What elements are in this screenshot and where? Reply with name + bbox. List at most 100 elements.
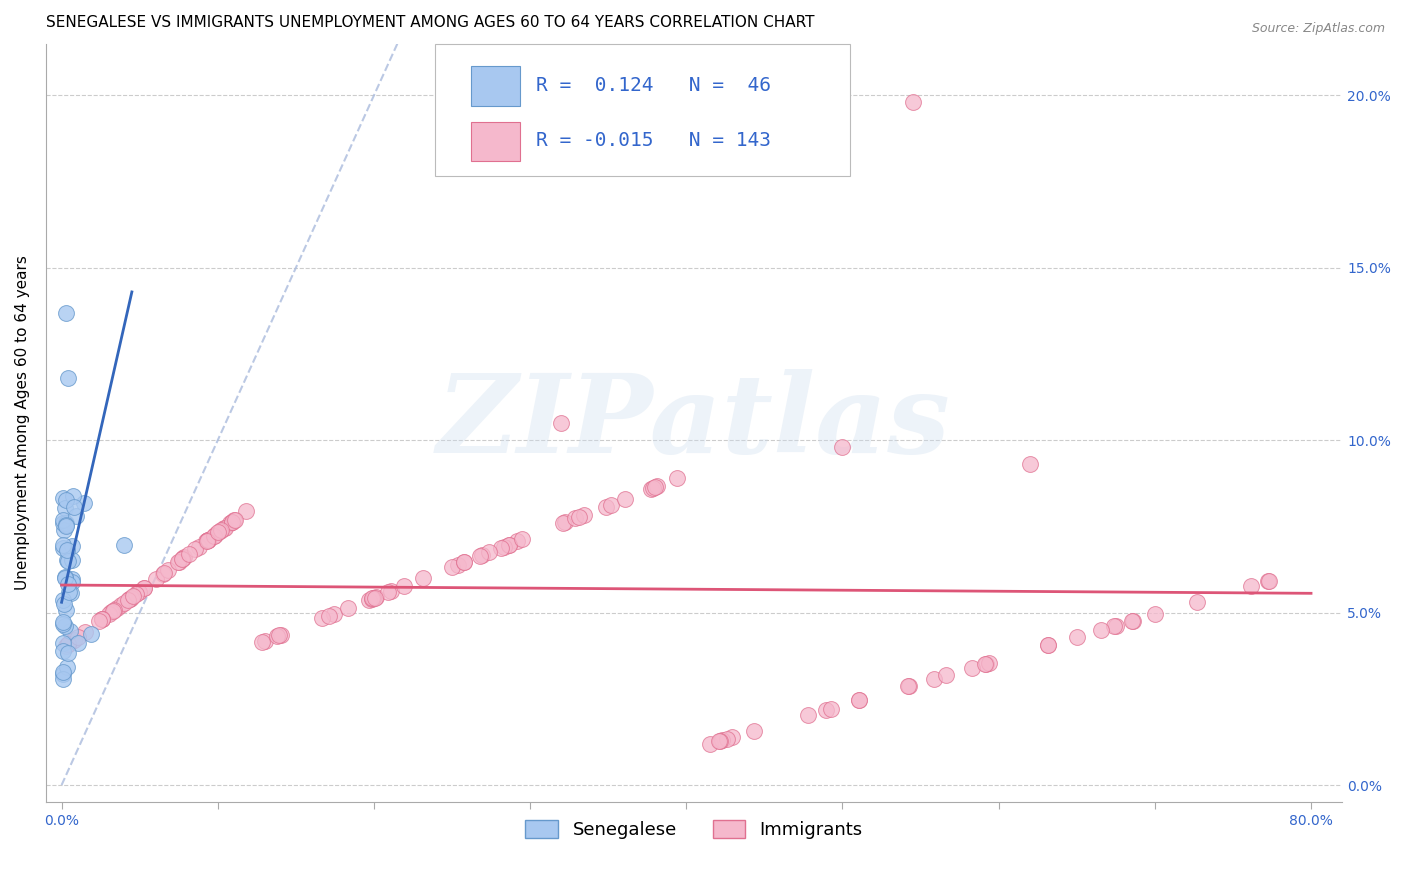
Point — [58, 637, 80, 651]
Point — [195, 534, 218, 549]
Text: Source: ZipAtlas.com: Source: ZipAtlas.com — [1251, 22, 1385, 36]
Point — [641, 481, 664, 495]
Point — [197, 533, 219, 547]
Point — [172, 551, 194, 566]
Text: ZIPatlas: ZIPatlas — [437, 369, 950, 476]
Point — [58, 585, 80, 599]
Point — [1185, 595, 1208, 609]
Point — [52, 672, 75, 686]
Point — [52, 491, 75, 505]
Text: R = -0.015   N = 143: R = -0.015 N = 143 — [536, 131, 770, 150]
Point — [270, 627, 292, 641]
Point — [73, 625, 96, 640]
Point — [55, 518, 77, 533]
Point — [512, 533, 534, 547]
Point — [60, 539, 83, 553]
Point — [55, 516, 77, 530]
Point — [56, 576, 79, 591]
Point — [207, 525, 229, 540]
FancyBboxPatch shape — [471, 122, 520, 161]
Point — [640, 482, 662, 496]
Point — [471, 548, 494, 562]
Point — [1121, 614, 1143, 628]
Point — [52, 666, 75, 681]
Point — [222, 513, 245, 527]
Point — [112, 538, 135, 552]
Point — [897, 679, 920, 693]
Point — [197, 533, 219, 547]
Point — [1019, 458, 1042, 472]
Point — [357, 592, 380, 607]
Point — [103, 603, 125, 617]
FancyBboxPatch shape — [434, 44, 849, 177]
Point — [118, 591, 141, 606]
Point — [848, 693, 870, 707]
Point — [56, 553, 79, 567]
Point — [1090, 623, 1112, 637]
Point — [173, 550, 195, 565]
Point — [62, 572, 84, 586]
Point — [1102, 619, 1125, 633]
Point — [167, 555, 190, 569]
Point — [128, 584, 150, 599]
Point — [52, 635, 75, 649]
Point — [796, 708, 818, 723]
Point — [67, 636, 90, 650]
Point — [935, 668, 957, 682]
Point — [977, 656, 1000, 670]
Point — [224, 513, 246, 527]
Point — [572, 508, 595, 523]
Point — [1036, 639, 1059, 653]
Point — [551, 516, 574, 531]
Point — [145, 572, 167, 586]
Point — [361, 591, 384, 606]
Point — [614, 491, 637, 506]
Point — [699, 737, 721, 751]
Point — [554, 516, 576, 530]
Point — [132, 581, 155, 595]
Point — [55, 517, 77, 532]
Point — [595, 500, 617, 514]
Point — [170, 552, 193, 566]
Point — [506, 534, 529, 549]
Point — [62, 489, 84, 503]
Point — [219, 516, 242, 531]
Point — [204, 527, 226, 541]
Point — [209, 523, 232, 537]
Point — [363, 591, 385, 605]
Point — [56, 371, 79, 385]
Point — [377, 585, 399, 599]
Point — [221, 515, 243, 529]
Point — [820, 701, 842, 715]
Point — [364, 590, 387, 604]
Point — [235, 504, 257, 518]
Point — [318, 608, 340, 623]
Point — [195, 533, 218, 548]
Point — [170, 552, 193, 566]
Point — [711, 733, 734, 747]
Point — [716, 731, 738, 746]
Point — [91, 612, 114, 626]
Point — [55, 305, 77, 319]
Point — [1122, 614, 1144, 628]
Point — [52, 592, 75, 607]
Point — [1257, 574, 1279, 589]
Point — [153, 566, 176, 580]
Point — [52, 516, 75, 531]
Text: R =  0.124   N =  46: R = 0.124 N = 46 — [536, 76, 770, 95]
Point — [492, 540, 515, 554]
Y-axis label: Unemployment Among Ages 60 to 64 years: Unemployment Among Ages 60 to 64 years — [15, 255, 30, 591]
Point — [52, 541, 75, 555]
Point — [221, 515, 243, 529]
Point — [53, 571, 76, 585]
Point — [101, 604, 124, 618]
Point — [187, 540, 209, 554]
Point — [360, 591, 382, 606]
Point — [56, 554, 79, 568]
Point — [65, 508, 87, 523]
Point — [55, 659, 77, 673]
FancyBboxPatch shape — [471, 66, 520, 106]
Point — [441, 560, 464, 574]
Point — [90, 612, 112, 626]
Point — [392, 579, 415, 593]
